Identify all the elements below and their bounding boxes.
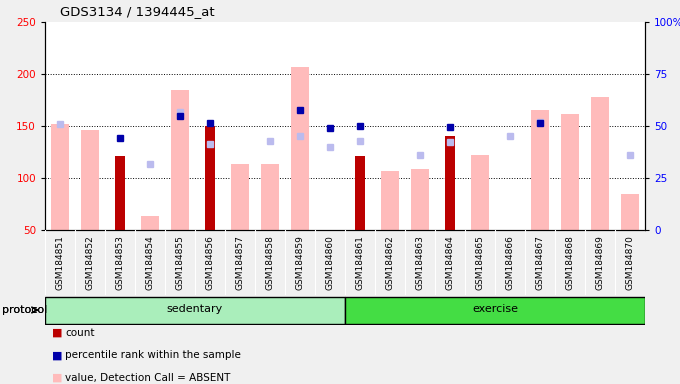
Bar (51, 124, 69, 230)
Text: GSM184860: GSM184860 (326, 235, 335, 290)
Text: GDS3134 / 1394445_at: GDS3134 / 1394445_at (60, 5, 215, 18)
Text: GSM184855: GSM184855 (175, 235, 184, 290)
Text: GSM184868: GSM184868 (566, 235, 575, 290)
Bar (561, 114, 579, 230)
Bar (291, 67, 309, 230)
Bar (231, 164, 249, 230)
Text: GSM184852: GSM184852 (86, 235, 95, 290)
Text: value, Detection Call = ABSENT: value, Detection Call = ABSENT (65, 372, 231, 382)
Text: GSM184856: GSM184856 (205, 235, 214, 290)
Bar (205, 126, 216, 230)
Bar (261, 164, 279, 230)
Bar (81, 130, 99, 230)
Text: GSM184863: GSM184863 (415, 235, 424, 290)
Text: sedentary: sedentary (167, 305, 223, 314)
Bar (471, 155, 489, 230)
Bar (171, 89, 189, 230)
Bar (381, 171, 399, 230)
Text: ■: ■ (52, 328, 63, 338)
Text: GSM184865: GSM184865 (475, 235, 484, 290)
Text: GSM184862: GSM184862 (386, 235, 394, 290)
Bar (141, 217, 159, 230)
Text: protocol: protocol (2, 305, 47, 315)
Text: percentile rank within the sample: percentile rank within the sample (65, 350, 241, 360)
Bar (411, 169, 429, 230)
Bar (591, 97, 609, 230)
Text: GSM184859: GSM184859 (296, 235, 305, 290)
Bar (445, 136, 455, 230)
Text: GSM184867: GSM184867 (536, 235, 545, 290)
Bar (531, 111, 549, 230)
Bar (115, 156, 125, 230)
Text: GSM184866: GSM184866 (505, 235, 515, 290)
Text: GSM184858: GSM184858 (265, 235, 275, 290)
Bar (45, 296, 345, 323)
Text: GSM184870: GSM184870 (626, 235, 634, 290)
Text: GSM184854: GSM184854 (146, 235, 154, 290)
Text: exercise: exercise (472, 305, 518, 314)
Text: GSM184864: GSM184864 (445, 235, 454, 290)
Text: protocol: protocol (2, 305, 47, 315)
Text: GSM184857: GSM184857 (235, 235, 245, 290)
Bar (355, 156, 365, 230)
Text: ■: ■ (52, 372, 63, 382)
Text: GSM184869: GSM184869 (596, 235, 605, 290)
Text: GSM184851: GSM184851 (56, 235, 65, 290)
Bar (621, 194, 639, 230)
Text: GSM184861: GSM184861 (356, 235, 364, 290)
Bar (345, 296, 645, 323)
Text: ■: ■ (52, 350, 63, 360)
Text: GSM184853: GSM184853 (116, 235, 124, 290)
Text: count: count (65, 328, 95, 338)
